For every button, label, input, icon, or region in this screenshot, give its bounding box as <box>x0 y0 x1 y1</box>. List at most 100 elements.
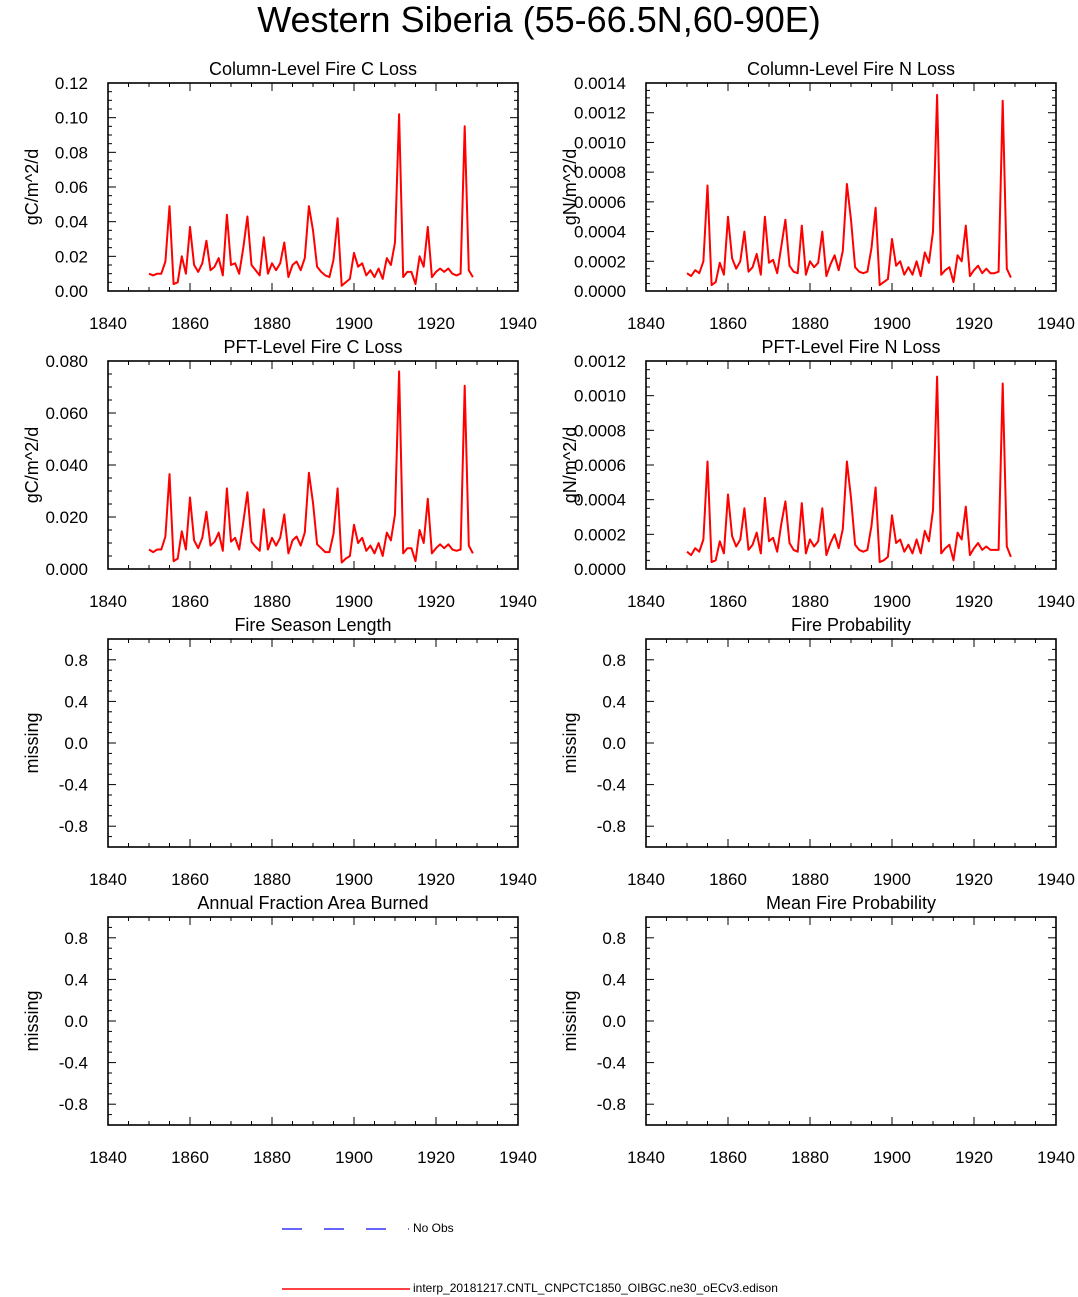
x-tick-label: 1900 <box>873 870 911 889</box>
x-tick-label: 1880 <box>791 314 829 333</box>
x-tick-label: 1880 <box>253 314 291 333</box>
y-tick-label: 0.0008 <box>574 163 626 182</box>
panel-8: 1840 1860 1880 1900 1920 1940 -0.8 -0.4 0.0 0.4 0.… <box>560 893 1075 1167</box>
panel-title: Annual Fraction Area Burned <box>197 893 428 913</box>
y-tick-label: 0.02 <box>55 247 88 266</box>
y-tick-label: 0.8 <box>602 929 626 948</box>
y-tick-label: 0.12 <box>55 74 88 93</box>
y-axis-label: missing <box>22 712 42 773</box>
y-tick-label: 0.4 <box>64 970 88 989</box>
x-tick-label: 1880 <box>253 592 291 611</box>
y-tick-label: 0.0008 <box>574 421 626 440</box>
x-tick-label: 1860 <box>171 314 209 333</box>
y-tick-label: 0.0 <box>602 734 626 753</box>
y-tick-label: 0.000 <box>45 560 88 579</box>
y-tick-label: -0.8 <box>59 817 88 836</box>
y-tick-label: 0.0000 <box>574 560 626 579</box>
panel-title: PFT-Level Fire C Loss <box>223 337 402 357</box>
panel-title: PFT-Level Fire N Loss <box>761 337 940 357</box>
y-tick-label: 0.4 <box>602 970 626 989</box>
x-tick-label: 1880 <box>791 1148 829 1167</box>
panel-title: Fire Probability <box>791 615 911 635</box>
y-tick-label: 0.10 <box>55 109 88 128</box>
y-axis-label: gC/m^2/d <box>22 149 42 225</box>
x-tick-label: 1840 <box>89 592 127 611</box>
series-line-1 <box>148 113 474 287</box>
y-tick-label: 0.0 <box>64 734 88 753</box>
series-line-1 <box>686 375 1012 564</box>
x-tick-label: 1860 <box>171 592 209 611</box>
panel-title: Fire Season Length <box>234 615 391 635</box>
y-tick-label: 0.8 <box>602 651 626 670</box>
y-tick-label: 0.04 <box>55 213 88 232</box>
y-axis-label: gN/m^2/d <box>560 427 580 503</box>
x-tick-label: 1940 <box>499 314 537 333</box>
x-tick-label: 1880 <box>253 870 291 889</box>
x-tick-label: 1900 <box>335 314 373 333</box>
x-tick-label: 1860 <box>709 870 747 889</box>
y-axis-label: gC/m^2/d <box>22 427 42 503</box>
x-tick-label: 1900 <box>873 592 911 611</box>
series-line-1 <box>686 93 1012 287</box>
x-tick-label: 1840 <box>627 870 665 889</box>
y-axis-label: missing <box>560 712 580 773</box>
x-tick-label: 1880 <box>791 870 829 889</box>
y-tick-label: 0.4 <box>64 692 88 711</box>
y-tick-label: -0.4 <box>59 776 88 795</box>
x-tick-label: 1940 <box>499 592 537 611</box>
y-axis-label: missing <box>560 990 580 1051</box>
y-tick-label: 0.0006 <box>574 193 626 212</box>
x-tick-label: 1920 <box>955 870 993 889</box>
y-tick-label: 0.060 <box>45 404 88 423</box>
x-tick-label: 1860 <box>709 314 747 333</box>
x-tick-label: 1920 <box>417 592 455 611</box>
y-tick-label: 0.8 <box>64 651 88 670</box>
x-tick-label: 1940 <box>499 870 537 889</box>
y-tick-label: -0.8 <box>59 1095 88 1114</box>
y-tick-label: 0.0012 <box>574 104 626 123</box>
y-tick-label: 0.020 <box>45 508 88 527</box>
x-tick-label: 1920 <box>955 1148 993 1167</box>
x-tick-label: 1940 <box>1037 1148 1075 1167</box>
x-tick-label: 1840 <box>627 592 665 611</box>
y-tick-label: -0.8 <box>597 817 626 836</box>
y-tick-label: 0.0014 <box>574 74 626 93</box>
y-tick-label: 0.0002 <box>574 525 626 544</box>
x-tick-label: 1920 <box>955 592 993 611</box>
main-title: Western Siberia (55-66.5N,60-90E) <box>257 0 821 40</box>
y-tick-label: 0.4 <box>602 692 626 711</box>
y-tick-label: 0.08 <box>55 143 88 162</box>
y-axis-label: missing <box>22 990 42 1051</box>
x-tick-label: 1840 <box>89 870 127 889</box>
panel-title: Mean Fire Probability <box>766 893 936 913</box>
panel-4: 1840 1860 1880 1900 1920 1940 0.0000 0.0002 0.00… <box>560 337 1075 611</box>
x-tick-label: 1920 <box>417 314 455 333</box>
panel-2: 1840 1860 1880 1900 1920 1940 0.0000 0.0002 0.00… <box>560 59 1075 333</box>
x-tick-label: 1900 <box>335 870 373 889</box>
x-tick-label: 1940 <box>499 1148 537 1167</box>
x-tick-label: 1920 <box>417 870 455 889</box>
x-tick-label: 1860 <box>709 1148 747 1167</box>
y-axis-label: gN/m^2/d <box>560 149 580 225</box>
x-tick-label: 1860 <box>171 870 209 889</box>
x-tick-label: 1940 <box>1037 592 1075 611</box>
y-tick-label: -0.4 <box>59 1054 88 1073</box>
legend-model-label: interp_20181217.CNTL_CNPCTC1850_OIBGC.ne… <box>413 1281 778 1295</box>
y-tick-label: 0.0000 <box>574 282 626 301</box>
x-tick-label: 1880 <box>791 592 829 611</box>
y-tick-label: 0.040 <box>45 456 88 475</box>
y-tick-label: -0.4 <box>597 776 626 795</box>
series-line-1 <box>148 370 474 564</box>
x-tick-label: 1840 <box>89 1148 127 1167</box>
panel-7: 1840 1860 1880 1900 1920 1940 -0.8 -0.4 0.0 0.4 0.… <box>22 893 537 1167</box>
panel-6: 1840 1860 1880 1900 1920 1940 -0.8 -0.4 0.0 0.4 0.… <box>560 615 1075 889</box>
y-tick-label: 0.0 <box>602 1012 626 1031</box>
y-tick-label: 0.0010 <box>574 133 626 152</box>
y-tick-label: 0.080 <box>45 352 88 371</box>
x-tick-label: 1860 <box>171 1148 209 1167</box>
y-tick-label: 0.0002 <box>574 252 626 271</box>
x-tick-label: 1900 <box>873 1148 911 1167</box>
panel-5: 1840 1860 1880 1900 1920 1940 -0.8 -0.4 0.0 0.4 0.… <box>22 615 537 889</box>
